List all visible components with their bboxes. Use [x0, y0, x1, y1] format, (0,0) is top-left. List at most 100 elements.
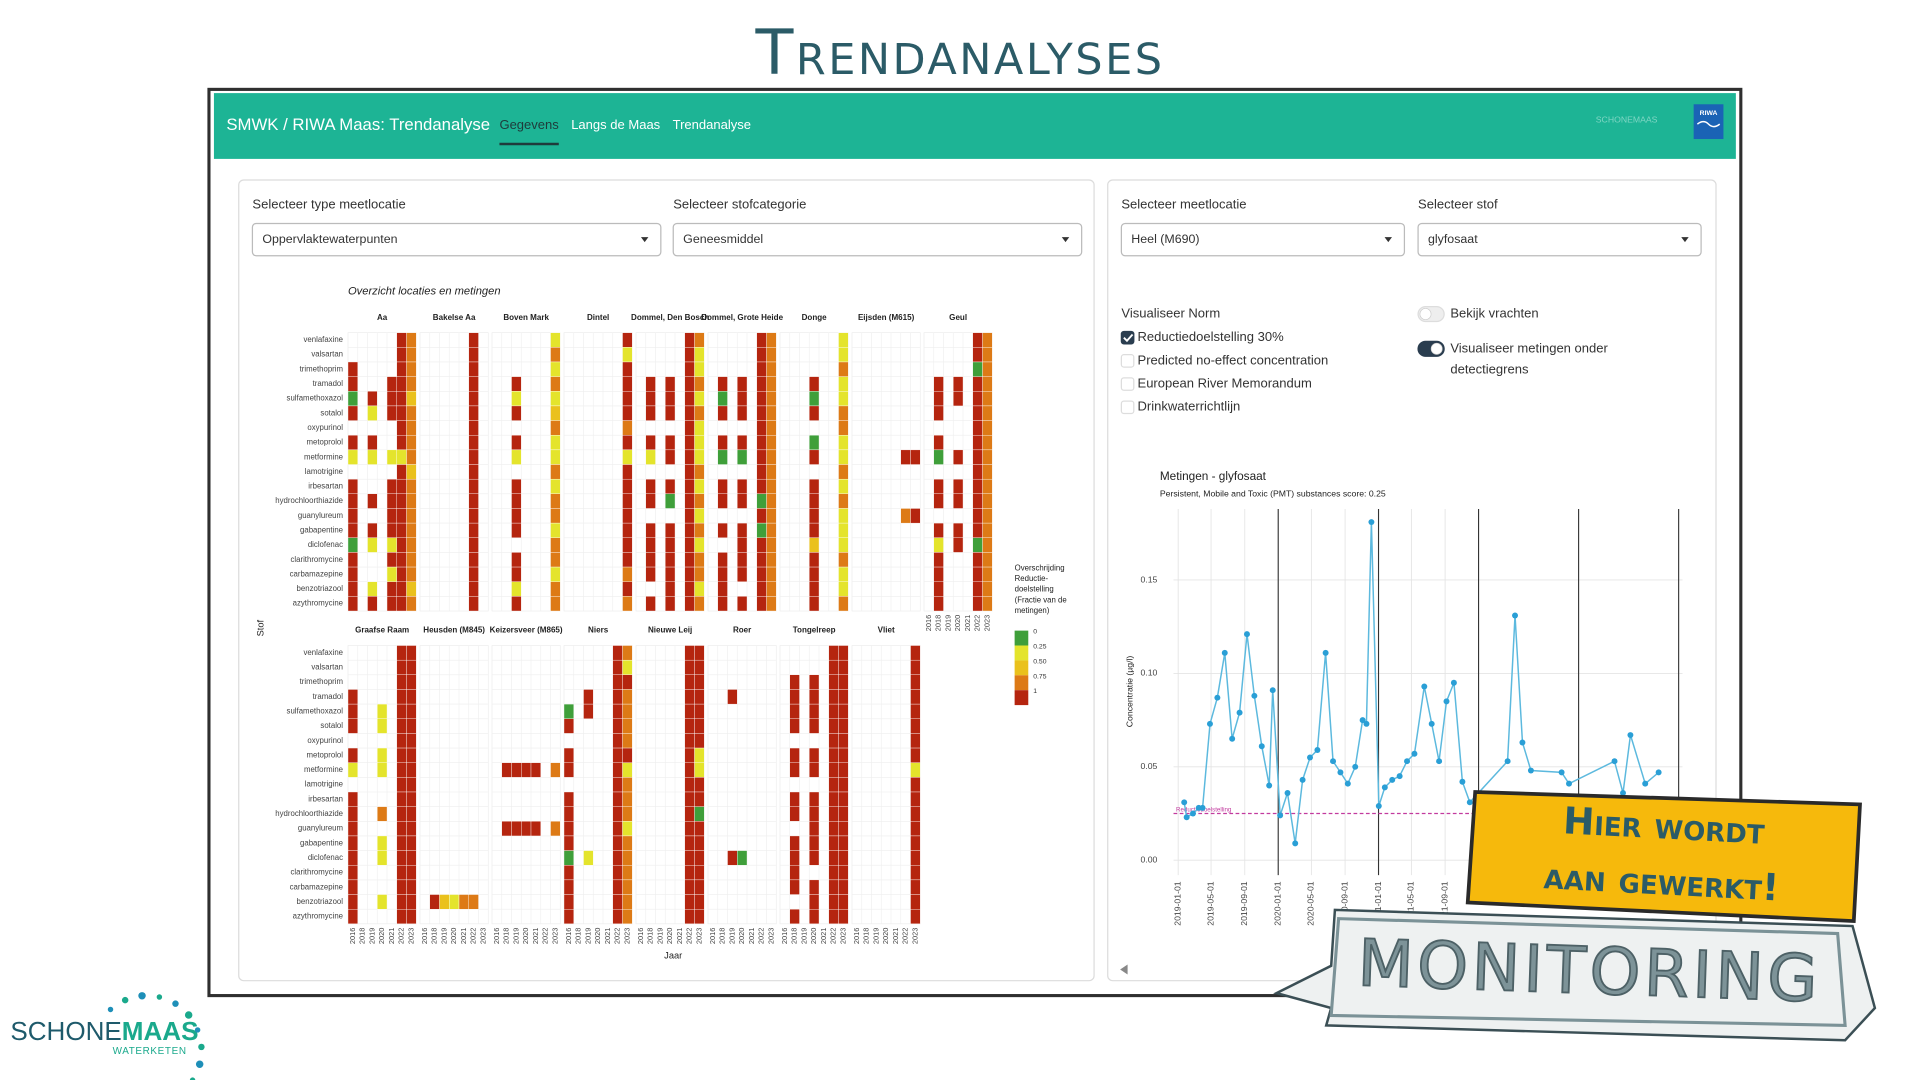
- y-tick-label: 0.10: [1140, 668, 1157, 678]
- data-point: [1375, 803, 1382, 810]
- heat-cell: [665, 478, 676, 495]
- select-box[interactable]: [1417, 222, 1702, 257]
- select-box[interactable]: [1120, 222, 1406, 257]
- heat-cell: [982, 596, 993, 612]
- heat-cell: [396, 332, 407, 348]
- substance-label: trimethoprim: [300, 364, 343, 373]
- heat-cell: [694, 508, 705, 524]
- heat-cell: [838, 645, 849, 661]
- brand-sub: WATERKETEN: [113, 1046, 187, 1057]
- heat-cell: [737, 449, 748, 465]
- checkbox[interactable]: [1120, 330, 1135, 345]
- heat-cell: [972, 522, 983, 538]
- heat-cell: [550, 420, 561, 436]
- location-label: Tongelreep: [793, 626, 836, 635]
- heat-cell: [694, 537, 705, 553]
- heat-cell: [789, 850, 800, 866]
- heat-cell: [756, 435, 767, 451]
- x-axis-label: Jaar: [664, 950, 682, 960]
- year-label: 2021: [459, 928, 468, 945]
- heat-cell: [563, 909, 574, 925]
- heat-cell: [694, 777, 705, 793]
- heat-cell: [717, 405, 728, 421]
- heat-cell: [468, 596, 479, 612]
- substance-label: sulfamethoxazol: [287, 394, 344, 403]
- heat-cell: [429, 894, 440, 910]
- filter-label: Selecteer stof: [1418, 196, 1498, 211]
- heat-cell: [694, 806, 705, 822]
- heat-cell: [406, 420, 417, 436]
- heat-cell: [756, 332, 767, 348]
- heat-cell: [910, 835, 921, 851]
- app-title: SMWK / RIWA Maas: Trendanalyse: [226, 115, 490, 134]
- year-label: 2019: [799, 928, 808, 945]
- heat-cell: [612, 791, 623, 807]
- nav-tab[interactable]: Langs de Maas: [571, 117, 660, 132]
- heat-cell: [828, 894, 839, 910]
- heat-cell: [622, 733, 633, 749]
- nav-tab[interactable]: Trendanalyse: [673, 117, 751, 132]
- data-point: [1558, 769, 1565, 776]
- panel-bg: [851, 645, 921, 925]
- heat-cell: [933, 537, 944, 553]
- heat-cell: [396, 894, 407, 910]
- heat-cell: [694, 718, 705, 734]
- checkbox[interactable]: [1120, 400, 1135, 415]
- heat-cell: [622, 645, 633, 661]
- heat-cell: [406, 552, 417, 568]
- heat-cell: [684, 821, 695, 837]
- heat-cell: [684, 733, 695, 749]
- heat-cell: [838, 566, 849, 582]
- select-box[interactable]: [672, 222, 1083, 257]
- checkbox[interactable]: [1120, 354, 1135, 368]
- heat-cell: [645, 405, 656, 421]
- heat-cell: [982, 449, 993, 465]
- nav-tab[interactable]: Gegevens: [499, 117, 559, 132]
- heat-cell: [982, 464, 993, 480]
- heat-cell: [982, 508, 993, 524]
- heat-cell: [982, 522, 993, 538]
- heat-cell: [622, 508, 633, 524]
- heat-cell: [737, 552, 748, 568]
- heat-cell: [406, 645, 417, 661]
- heat-cell: [347, 391, 358, 407]
- heat-cell: [396, 703, 407, 719]
- scroll-arrow[interactable]: [1120, 964, 1128, 975]
- heat-cell: [953, 478, 964, 495]
- heat-cell: [386, 596, 397, 612]
- year-label: 2021: [531, 928, 540, 945]
- heat-cell: [406, 733, 417, 749]
- heat-cell: [972, 347, 983, 363]
- legend-label: 0.75: [1033, 673, 1046, 680]
- select-box[interactable]: [251, 222, 662, 257]
- heat-cell: [684, 449, 695, 465]
- year-label: 2022: [397, 928, 406, 945]
- heat-cell: [622, 821, 633, 837]
- location-label: Niers: [588, 626, 609, 635]
- heat-cell: [347, 835, 358, 851]
- heat-cell: [838, 909, 849, 925]
- heat-cell: [406, 703, 417, 719]
- heat-cell: [717, 566, 728, 582]
- brand-dot: [184, 1011, 193, 1019]
- tabs: Gegevens Langs de Maas Trendanalyse: [499, 117, 751, 146]
- heat-cell: [684, 376, 695, 392]
- checkbox[interactable]: [1120, 377, 1135, 391]
- heat-cell: [809, 566, 820, 582]
- heat-cell: [694, 747, 705, 763]
- legend-label: 0: [1033, 629, 1037, 636]
- heat-cell: [766, 464, 777, 480]
- heat-cell: [550, 493, 561, 509]
- heat-cell: [347, 435, 358, 451]
- heat-cell: [406, 566, 417, 582]
- year-label: 2019: [871, 928, 880, 945]
- substance-label: oxypurinol: [307, 736, 343, 745]
- heat-cell: [347, 806, 358, 822]
- substance-label: guanylureum: [298, 824, 343, 833]
- heat-cell: [665, 552, 676, 568]
- heat-cell: [982, 376, 993, 392]
- heat-cell: [622, 747, 633, 763]
- location-label: Nieuwe Leij: [648, 626, 692, 635]
- heat-cell: [347, 361, 358, 377]
